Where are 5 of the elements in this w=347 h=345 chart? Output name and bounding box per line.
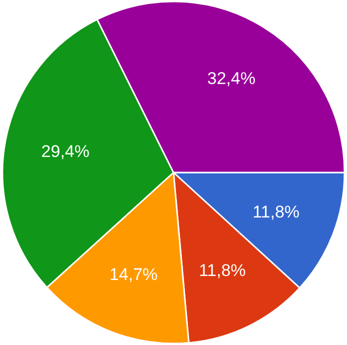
data-label: 14,7% bbox=[109, 264, 158, 284]
data-label: 11,8% bbox=[198, 261, 246, 280]
data-label: 11,8% bbox=[252, 202, 300, 222]
data-label: 32,4% bbox=[207, 68, 256, 88]
data-label: 29,4% bbox=[41, 142, 90, 162]
